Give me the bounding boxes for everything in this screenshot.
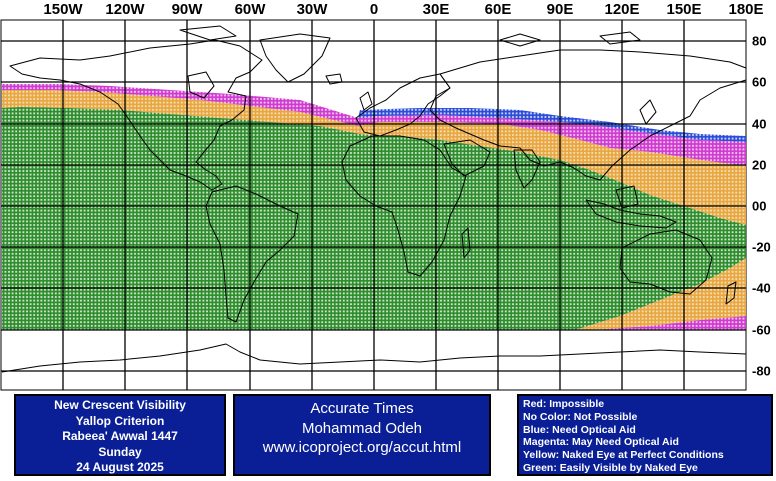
lon-label-0: 0 — [369, 1, 379, 18]
borneo-outline — [615, 185, 639, 209]
new-zealand-outline — [725, 281, 737, 305]
coastlines — [1, 25, 747, 373]
iceland-outline — [325, 73, 343, 85]
lon-label-30e: 30E — [422, 1, 450, 18]
antarctica-outline — [1, 343, 747, 373]
africa-outline — [341, 135, 467, 277]
legend-magenta: Magenta: May Need Optical Aid — [523, 436, 679, 449]
arctic-islands-outline — [179, 25, 641, 47]
legend-yellow: Yellow: Naked Eye at Perfect Conditions — [523, 449, 724, 462]
lon-label-60w: 60W — [234, 1, 266, 18]
legend-no-color: No Color: Not Possible — [523, 410, 638, 423]
legend-panel: Red: Impossible No Color: Not Possible B… — [517, 394, 773, 476]
lat-label-00: 00 — [752, 198, 767, 214]
lat-label-minus-40: -40 — [752, 280, 771, 296]
zone-magenta-south — [590, 316, 746, 330]
lon-label-90w: 90W — [171, 1, 203, 18]
zone-yellow-south — [575, 258, 746, 330]
madagascar-outline — [461, 227, 471, 259]
visibility-info-panel: New Crescent Visibility Yallop Criterion… — [14, 394, 226, 476]
japan-outline — [639, 99, 657, 125]
lat-label-60: 60 — [752, 74, 767, 90]
zone-blue — [358, 108, 746, 142]
weekday-label: Sunday — [98, 444, 142, 459]
asia-outline — [429, 49, 747, 181]
lon-label-180e: 180E — [728, 1, 764, 18]
lat-label-20: 20 — [752, 157, 767, 173]
arabia-outline — [443, 139, 491, 177]
lon-label-90e: 90E — [546, 1, 574, 18]
australia-outline — [619, 229, 713, 295]
greenland-outline — [259, 33, 331, 83]
date-label: 24 August 2025 — [76, 460, 164, 474]
lat-label-minus-80: -80 — [752, 363, 771, 379]
lat-label-40: 40 — [752, 116, 767, 132]
lon-label-60e: 60E — [484, 1, 512, 18]
legend-green: Green: Easily Visible by Naked Eye — [523, 461, 698, 474]
north-america-outline — [9, 39, 263, 191]
author-name: Mohammad Odeh — [301, 419, 423, 437]
indonesia-outline — [585, 199, 677, 229]
britain-outline — [359, 91, 373, 111]
lat-label-minus-20: -20 — [752, 239, 771, 255]
lon-label-150e: 150E — [666, 1, 702, 18]
hijri-month-label: Rabeea' Awwal 1447 — [62, 429, 178, 443]
lon-label-120w: 120W — [105, 1, 145, 18]
lon-label-150w: 150W — [43, 1, 83, 18]
lat-label-80: 80 — [752, 33, 767, 49]
credits-panel: Accurate Times Mohammad Odeh www.icoproj… — [233, 394, 491, 476]
zone-yellow — [2, 90, 746, 225]
legend-red: Red: Impossible — [523, 398, 605, 410]
panel-title: New Crescent Visibility — [54, 398, 186, 412]
legend-blue: Blue: Need Optical Aid — [523, 423, 636, 436]
india-outline — [513, 149, 541, 189]
hudson-bay-outline — [187, 71, 215, 99]
criterion-label: Yallop Criterion — [75, 413, 165, 428]
lon-label-30w: 30W — [296, 1, 328, 18]
europe-outline — [355, 73, 451, 137]
website-link[interactable]: www.icoproject.org/accut.html — [262, 439, 462, 456]
lat-label-minus-60: -60 — [752, 322, 771, 338]
software-name: Accurate Times — [310, 400, 414, 417]
lon-label-120e: 120E — [604, 1, 640, 18]
south-america-outline — [205, 185, 299, 323]
